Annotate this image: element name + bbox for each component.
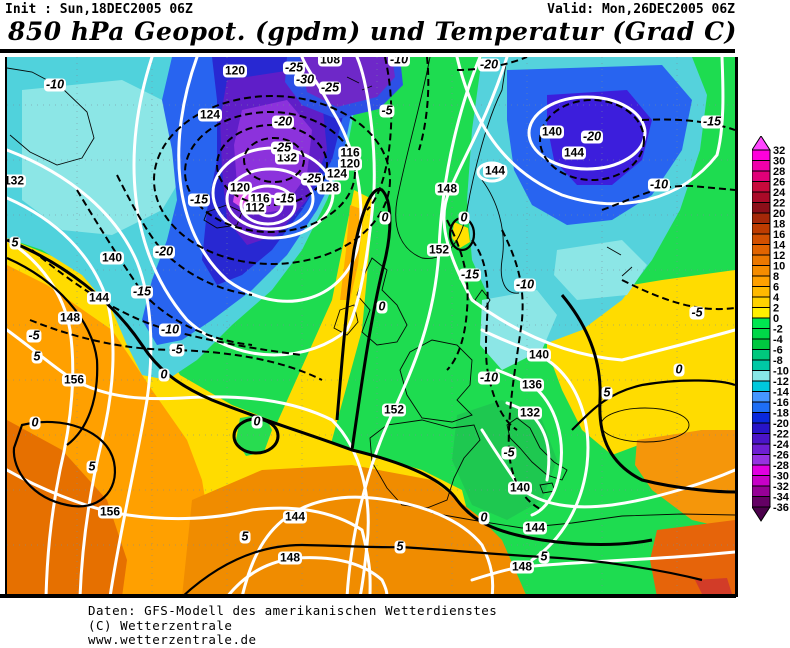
temperature-label: 5 xyxy=(87,461,98,474)
geopotential-label: 156 xyxy=(62,374,86,387)
geopotential-label: 148 xyxy=(435,183,459,196)
temperature-label: -5 xyxy=(169,344,184,357)
temperature-label: -20 xyxy=(478,59,500,72)
geopotential-label: 152 xyxy=(382,404,406,417)
geopotential-label: 144 xyxy=(283,511,307,524)
temperature-label: -15 xyxy=(701,116,723,129)
page-title: 850 hPa Geopot. (gpdm) und Temperatur (G… xyxy=(8,17,735,46)
geopotential-label: 144 xyxy=(483,165,507,178)
temperature-label: -5 xyxy=(379,105,394,118)
temperature-label: 0 xyxy=(674,364,685,377)
geopotential-label: 152 xyxy=(427,244,451,257)
weather-map: 1201081241321161201241281201161121321401… xyxy=(5,57,738,597)
geopotential-label: 108 xyxy=(318,57,342,67)
temperature-label: 0 xyxy=(380,212,391,225)
map-bottom-border xyxy=(0,594,736,598)
init-time: Init : Sun,18DEC2005 06Z xyxy=(5,2,193,17)
geopotential-label: 140 xyxy=(508,482,532,495)
temperature-label: -25 xyxy=(271,142,293,155)
temperature-label: -30 xyxy=(294,74,316,87)
temperature-colorbar: 32302826242220181614121086420-2-4-6-8-10… xyxy=(752,136,790,526)
geopotential-label: 136 xyxy=(520,379,544,392)
temperature-label: 5 xyxy=(32,351,43,364)
geopotential-label: 144 xyxy=(562,147,586,160)
temperature-label: 0 xyxy=(30,417,41,430)
temperature-label: 5 xyxy=(10,237,21,250)
title-divider xyxy=(0,49,735,53)
copyright: (C) Wetterzentrale xyxy=(88,619,497,634)
footer-credits: Daten: GFS-Modell des amerikanischen Wet… xyxy=(88,604,497,648)
temperature-label: -10 xyxy=(514,279,536,292)
temperature-label: 0 xyxy=(159,369,170,382)
geopotential-label: 140 xyxy=(527,349,551,362)
temperature-label: 0 xyxy=(377,301,388,314)
header-row: Init : Sun,18DEC2005 06Z Valid: Mon,26DE… xyxy=(5,2,735,17)
geopotential-label: 132 xyxy=(5,175,26,188)
temperature-label: -5 xyxy=(26,330,41,343)
temperature-label: -25 xyxy=(301,173,323,186)
temperature-label: 0 xyxy=(252,416,263,429)
temperature-label: -10 xyxy=(44,79,66,92)
temperature-label: 5 xyxy=(602,387,613,400)
geopotential-label: 124 xyxy=(198,109,222,122)
website-url: www.wetterzentrale.de xyxy=(88,633,497,648)
temperature-label: 0 xyxy=(459,212,470,225)
geopotential-label: 156 xyxy=(98,506,122,519)
geopotential-label: 132 xyxy=(518,407,542,420)
temperature-label: -25 xyxy=(319,82,341,95)
svg-text:-36: -36 xyxy=(773,502,789,514)
geopotential-label: 148 xyxy=(58,312,82,325)
geopotential-label: 144 xyxy=(87,292,111,305)
temperature-label: -15 xyxy=(131,286,153,299)
valid-time: Valid: Mon,26DEC2005 06Z xyxy=(547,2,735,17)
data-credit: Daten: GFS-Modell des amerikanischen Wet… xyxy=(88,604,497,619)
temperature-label: -5 xyxy=(689,307,704,320)
temperature-label: -20 xyxy=(153,246,175,259)
temperature-label: -5 xyxy=(501,447,516,460)
geopotential-label: 124 xyxy=(325,168,349,181)
temperature-label: -15 xyxy=(274,193,296,206)
temperature-label: -10 xyxy=(159,324,181,337)
weather-chart-page: Init : Sun,18DEC2005 06Z Valid: Mon,26DE… xyxy=(0,0,790,648)
temperature-label: -10 xyxy=(388,57,410,67)
geopotential-label: 140 xyxy=(540,126,564,139)
temperature-label: -15 xyxy=(188,194,210,207)
colorbar-scale: 32302826242220181614121086420-2-4-6-8-10… xyxy=(752,136,790,526)
temperature-label: -20 xyxy=(581,131,603,144)
temperature-label: -10 xyxy=(478,372,500,385)
temperature-label: 5 xyxy=(395,541,406,554)
geopotential-label: 148 xyxy=(510,561,534,574)
geopotential-label: 140 xyxy=(100,252,124,265)
temperature-label: 5 xyxy=(240,531,251,544)
geopotential-label: 112 xyxy=(243,202,266,215)
geopotential-label: 120 xyxy=(228,182,252,195)
temperature-label: -20 xyxy=(272,116,294,129)
geopotential-label: 148 xyxy=(278,552,302,565)
temperature-label: -15 xyxy=(459,269,481,282)
temperature-label: 0 xyxy=(479,512,490,525)
temperature-label: 5 xyxy=(539,551,550,564)
geopotential-label: 120 xyxy=(223,65,247,78)
temperature-label: -10 xyxy=(648,179,670,192)
geopotential-label: 144 xyxy=(523,522,547,535)
